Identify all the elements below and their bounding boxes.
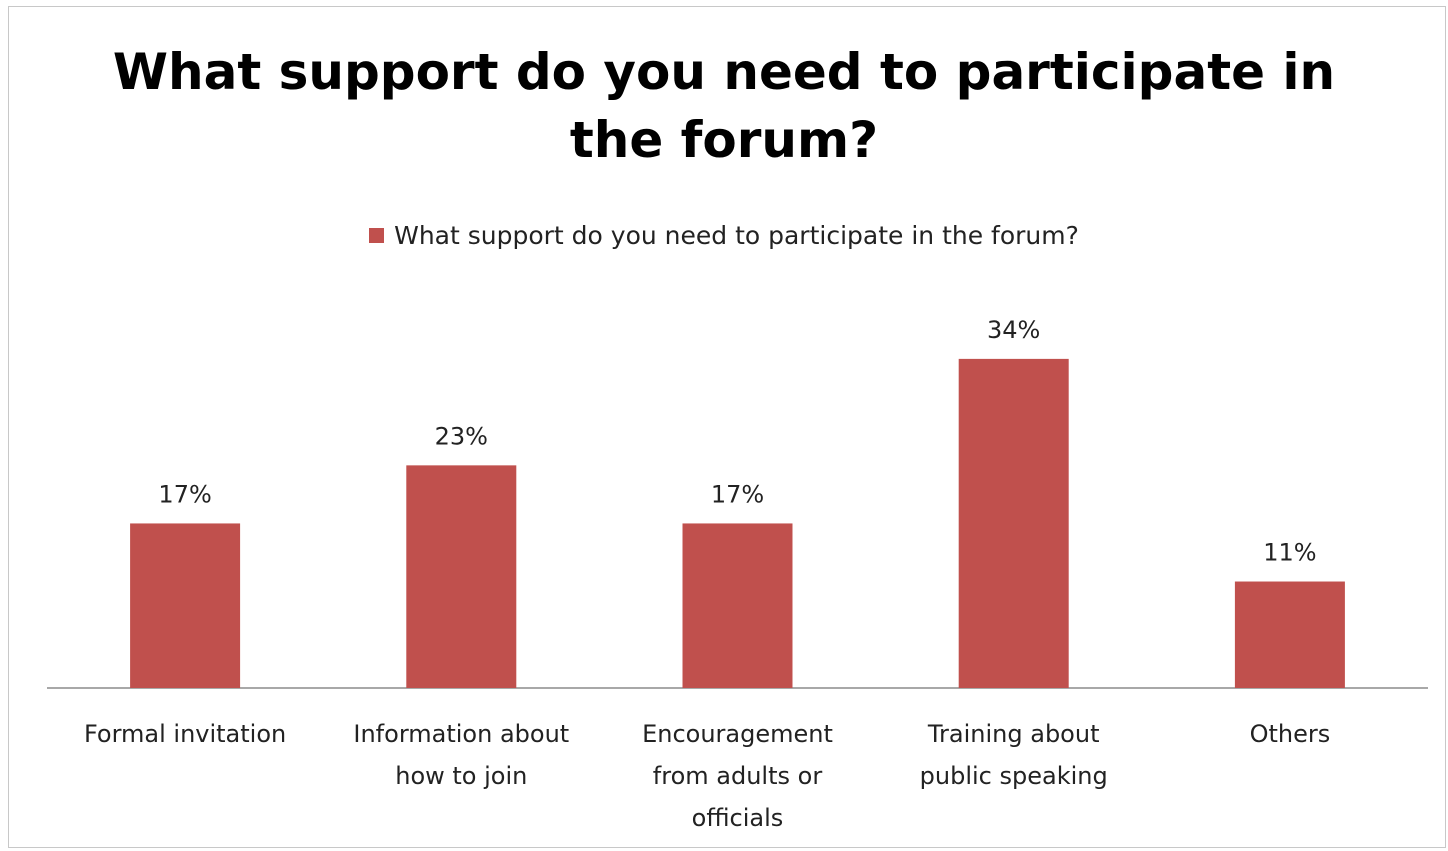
data-label-4: 11% [1263,539,1316,567]
data-label-1: 23% [435,422,488,450]
category-label-4: Others [1250,720,1331,748]
bar-3 [958,358,1069,688]
chart-title-line-2: the forum? [569,111,879,169]
bar-4 [1234,581,1345,688]
category-label-3: Training about public speaking [920,720,1108,790]
chart-title: What support do you need to participate … [0,38,1448,174]
category-label-0: Formal invitation [84,720,286,748]
data-label-3: 34% [987,316,1040,344]
legend-swatch [369,228,385,243]
data-label-0: 17% [158,480,211,508]
chart-legend: What support do you need to participate … [0,220,1448,252]
category-label-1: Information about how to join [353,720,569,790]
bar-2 [682,523,793,688]
bar-0 [130,523,241,688]
chart-title-line-1: What support do you need to participate … [112,43,1336,101]
legend-label: What support do you need to participate … [394,221,1079,250]
category-label-2: Encouragement from adults or officials [642,720,833,832]
data-label-2: 17% [711,480,764,508]
chart-frame [8,6,1446,848]
bar-1 [406,465,517,688]
